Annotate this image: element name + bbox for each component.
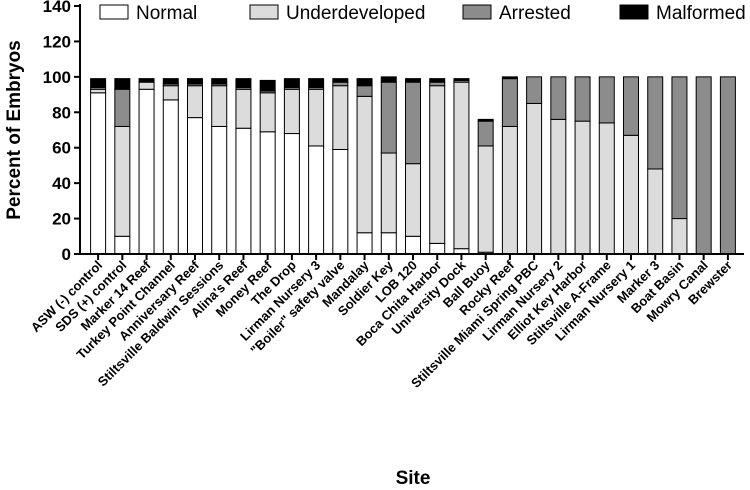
legend-label-normal: Normal <box>136 3 197 24</box>
legend-swatch-underdeveloped <box>249 4 279 20</box>
bar-segment-malformed <box>90 78 107 88</box>
bar-segment-arrested <box>332 81 349 87</box>
bar-segment-normal <box>138 88 155 255</box>
bar-segment-normal <box>308 145 325 255</box>
bar-segment-malformed <box>429 78 446 83</box>
bar-segment-arrested <box>695 76 712 255</box>
bar-segment-arrested <box>429 81 446 87</box>
bar-segment-arrested <box>719 76 736 255</box>
bar-segment-normal <box>114 235 131 255</box>
x-axis-title: Site <box>396 468 431 489</box>
bar-segment-normal <box>235 127 252 255</box>
bar-segment-normal <box>356 232 373 255</box>
bar-segment-underdeveloped <box>308 88 325 147</box>
bar-segment-arrested <box>477 120 494 147</box>
bar-segment-underdeveloped <box>211 85 228 127</box>
bar-segment-malformed <box>187 78 203 85</box>
y-tick-label: 0 <box>62 245 71 264</box>
bar-segment-normal <box>332 148 349 255</box>
bar-segment-arrested <box>574 76 591 122</box>
bar-segment-malformed <box>356 78 373 87</box>
bar-segment-underdeveloped <box>114 125 131 237</box>
bar-segment-malformed <box>380 76 397 83</box>
bar-segment-underdeveloped <box>90 88 107 94</box>
bar-segment-underdeveloped <box>332 85 349 150</box>
y-tick-label: 20 <box>52 210 71 229</box>
bar-segment-normal <box>259 131 276 255</box>
legend-swatch-malformed <box>619 4 649 20</box>
bar-segment-underdeveloped <box>574 120 591 255</box>
y-axis-title: Percent of Embryos <box>4 40 25 220</box>
bar-segment-arrested <box>623 76 639 136</box>
y-tick-label: 100 <box>43 68 71 87</box>
bar-segment-malformed <box>477 118 494 122</box>
bar-segment-malformed <box>211 78 228 85</box>
bar-segment-normal <box>187 117 203 255</box>
legend-label-underdeveloped: Underdeveloped <box>286 3 425 24</box>
bar-segment-underdeveloped <box>259 92 276 133</box>
bar-segment-arrested <box>647 76 664 170</box>
y-tick-label: 140 <box>43 0 71 16</box>
y-tick-label: 80 <box>52 103 71 122</box>
bar-segment-normal <box>405 235 421 255</box>
bar-segment-underdeveloped <box>283 88 300 135</box>
y-tick-label: 40 <box>52 174 71 193</box>
bar-segment-underdeveloped <box>477 145 494 253</box>
bar-segment-arrested <box>671 76 688 220</box>
bar-segment-underdeveloped <box>138 81 155 90</box>
bar-segment-underdeveloped <box>380 152 397 234</box>
bar-segment-malformed <box>114 78 131 90</box>
bar-segment-arrested <box>501 78 518 127</box>
bar-segment-underdeveloped <box>550 118 567 255</box>
bar-segment-malformed <box>138 78 155 83</box>
bar-segment-underdeveloped <box>526 102 543 255</box>
bar-segment-underdeveloped <box>235 88 252 129</box>
bar-segment-arrested <box>550 76 567 120</box>
bar-segment-normal <box>283 133 300 255</box>
bar-segment-normal <box>90 92 107 255</box>
bar-segment-underdeveloped <box>162 85 179 101</box>
bar-segment-malformed <box>259 79 276 92</box>
bar-segment-arrested <box>114 88 131 127</box>
bar-segment-malformed <box>235 78 252 88</box>
bar-segment-malformed <box>453 78 470 81</box>
bar-segment-underdeveloped <box>453 81 470 250</box>
bar-segment-normal <box>162 99 179 255</box>
legend-label-arrested: Arrested <box>499 3 571 24</box>
bar-segment-underdeveloped <box>405 163 421 237</box>
legend-swatch-normal <box>99 4 129 20</box>
axes <box>74 4 744 260</box>
bar-segment-malformed <box>405 78 421 83</box>
bars-layer <box>90 76 736 255</box>
bar-segment-malformed <box>162 78 179 85</box>
bar-segment-underdeveloped <box>598 122 615 255</box>
bar-segment-underdeveloped <box>671 218 688 255</box>
legend-label-malformed: Malformed <box>656 3 746 24</box>
bar-segment-underdeveloped <box>356 95 373 234</box>
bar-segment-malformed <box>308 78 325 88</box>
bar-segment-arrested <box>598 76 615 124</box>
bar-segment-normal <box>429 242 446 255</box>
bar-segment-arrested <box>380 81 397 154</box>
bar-segment-underdeveloped <box>623 134 639 255</box>
bar-segment-malformed <box>332 78 349 83</box>
bar-segment-arrested <box>526 76 543 104</box>
bar-segment-malformed <box>501 76 518 80</box>
bar-segment-underdeveloped <box>429 85 446 244</box>
bar-segment-underdeveloped <box>187 85 203 119</box>
legend: Normal Underdeveloped Arrested Malformed <box>99 3 746 24</box>
bar-segment-underdeveloped <box>501 125 518 255</box>
bar-segment-arrested <box>356 85 373 97</box>
bar-segment-arrested <box>405 81 421 165</box>
bar-segment-underdeveloped <box>647 168 664 255</box>
y-tick-label: 120 <box>43 32 71 51</box>
bar-segment-normal <box>380 232 397 255</box>
y-tick-label: 60 <box>52 139 71 158</box>
legend-swatch-arrested <box>462 4 492 20</box>
bar-segment-normal <box>211 125 228 255</box>
bar-segment-malformed <box>283 78 300 88</box>
